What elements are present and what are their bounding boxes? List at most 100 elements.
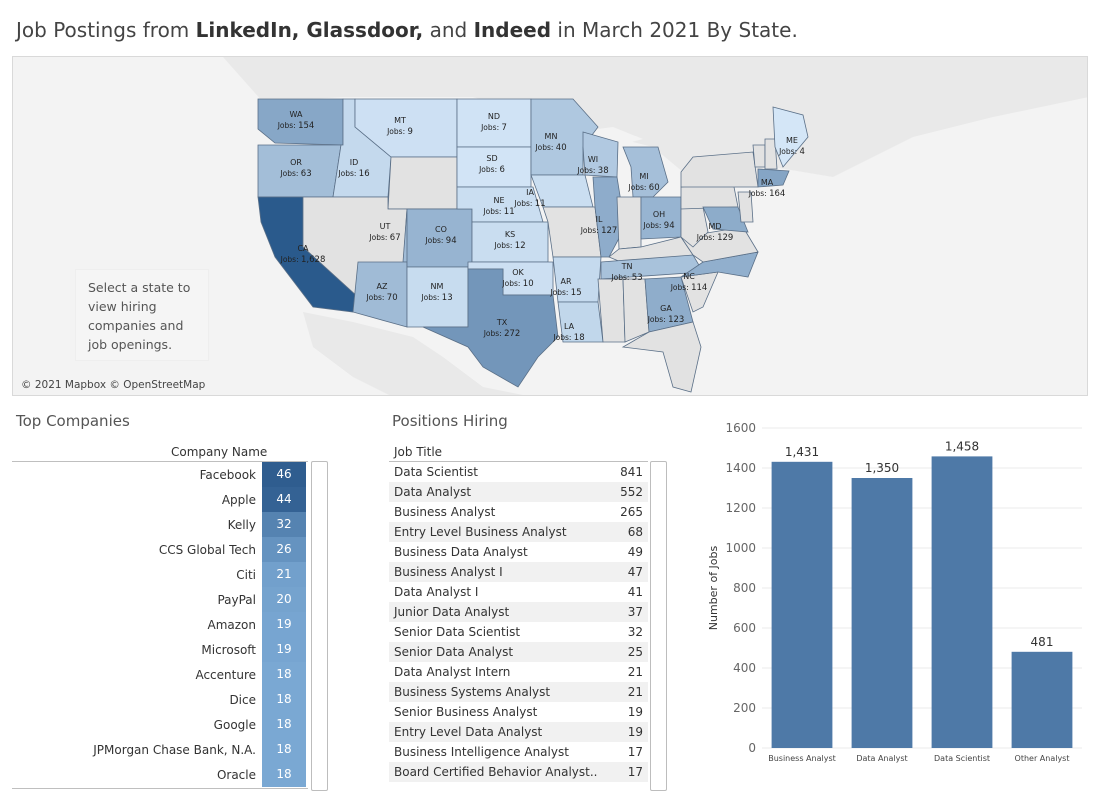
- company-job-count: 18: [262, 687, 306, 712]
- position-title: Business Analyst I: [394, 565, 503, 579]
- state-ny[interactable]: [680, 151, 759, 188]
- state-layer: WA Jobs: 154 OR Jobs: 63 CA Jobs: 1,628 ID Jobs…: [257, 98, 809, 393]
- position-count: 552: [620, 485, 643, 499]
- bar[interactable]: [851, 478, 913, 748]
- state-nj[interactable]: [737, 191, 754, 223]
- company-row[interactable]: Accenture 18: [12, 662, 308, 687]
- company-job-count: 18: [262, 737, 306, 762]
- state-ms[interactable]: [597, 278, 626, 343]
- position-row[interactable]: Business Analyst 265: [389, 502, 648, 522]
- position-count: 37: [627, 605, 643, 619]
- positions-scrollbar[interactable]: [650, 461, 667, 791]
- company-job-count: 44: [262, 487, 306, 512]
- state-jobs-ca: Jobs: 1,628: [280, 255, 326, 265]
- state-wy[interactable]: [387, 156, 458, 210]
- company-row[interactable]: Kelly 32: [12, 512, 308, 537]
- company-name-header[interactable]: Company Name: [171, 445, 268, 459]
- position-row[interactable]: Business Intelligence Analyst 17: [389, 742, 648, 762]
- company-name: Facebook: [199, 467, 256, 482]
- position-count: 19: [627, 725, 643, 739]
- y-tick-label: 1000: [725, 541, 756, 555]
- company-row[interactable]: Google 18: [12, 712, 308, 737]
- state-label-ca: CA: [297, 244, 309, 253]
- state-al[interactable]: [622, 278, 650, 343]
- position-row[interactable]: Senior Business Analyst 19: [389, 702, 648, 722]
- company-name: JPMorgan Chase Bank, N.A.: [93, 742, 256, 757]
- position-row[interactable]: Business Systems Analyst 21: [389, 682, 648, 702]
- state-vt[interactable]: [752, 144, 766, 168]
- state-label-or: OR: [290, 158, 302, 167]
- state-fl[interactable]: [621, 321, 702, 393]
- company-name: Citi: [236, 567, 256, 582]
- state-jobs-id: Jobs: 16: [337, 169, 369, 179]
- position-row[interactable]: Data Analyst Intern 21: [389, 662, 648, 682]
- position-row[interactable]: Senior Data Analyst 25: [389, 642, 648, 662]
- position-title: Data Analyst I: [394, 585, 479, 599]
- companies-scrollbar[interactable]: [311, 461, 328, 791]
- company-job-count: 19: [262, 637, 306, 662]
- position-count: 265: [620, 505, 643, 519]
- state-jobs-tx: Jobs: 272: [483, 329, 521, 339]
- company-row[interactable]: Apple 44: [12, 487, 308, 512]
- position-row[interactable]: Data Analyst I 41: [389, 582, 648, 602]
- state-tx[interactable]: [422, 268, 559, 388]
- state-label-nm: NM: [431, 282, 444, 291]
- company-row[interactable]: CCS Global Tech 26: [12, 537, 308, 562]
- company-name: Microsoft: [201, 642, 256, 657]
- state-jobs-ma: Jobs: 164: [748, 189, 786, 199]
- state-jobs-ks: Jobs: 12: [493, 241, 525, 251]
- position-count: 841: [620, 465, 643, 479]
- map-hint: Select a state to view hiring companies …: [75, 269, 209, 361]
- state-nh[interactable]: [764, 138, 778, 170]
- position-row[interactable]: Data Analyst 552: [389, 482, 648, 502]
- dashboard-title: Job Postings from LinkedIn, Glassdoor, a…: [16, 18, 798, 42]
- company-row[interactable]: Facebook 46: [12, 462, 308, 487]
- state-me[interactable]: [772, 106, 809, 168]
- company-row[interactable]: Dice 18: [12, 687, 308, 712]
- state-ma[interactable]: [757, 168, 790, 188]
- state-wi[interactable]: [582, 131, 619, 178]
- position-row[interactable]: Entry Level Business Analyst 68: [389, 522, 648, 542]
- company-job-count: 32: [262, 512, 306, 537]
- position-row[interactable]: Junior Data Analyst 37: [389, 602, 648, 622]
- position-row[interactable]: Business Data Analyst 49: [389, 542, 648, 562]
- bar-value-label: 1,431: [785, 445, 819, 459]
- company-row[interactable]: PayPal 20: [12, 587, 308, 612]
- position-row[interactable]: Business Analyst I 47: [389, 562, 648, 582]
- state-md[interactable]: [702, 206, 749, 233]
- state-jobs-sd: Jobs: 6: [478, 165, 505, 175]
- position-row[interactable]: Board Certified Behavior Analyst.. 17: [389, 762, 648, 782]
- position-count: 17: [627, 765, 643, 779]
- company-row[interactable]: Oracle 18: [12, 762, 308, 787]
- company-row[interactable]: Citi 21: [12, 562, 308, 587]
- company-row[interactable]: Microsoft 19: [12, 637, 308, 662]
- position-count: 21: [627, 665, 643, 679]
- company-row[interactable]: JPMorgan Chase Bank, N.A. 18: [12, 737, 308, 762]
- state-label-ne: NE: [493, 196, 504, 205]
- state-jobs-ok: Jobs: 10: [501, 279, 533, 289]
- state-jobs-mi: Jobs: 60: [627, 183, 659, 193]
- us-state-map[interactable]: WA Jobs: 154 OR Jobs: 63 CA Jobs: 1,628 ID Jobs…: [12, 56, 1088, 396]
- bar[interactable]: [1011, 651, 1073, 748]
- position-count: 47: [627, 565, 643, 579]
- state-in[interactable]: [616, 196, 642, 250]
- state-label-oh: OH: [653, 210, 665, 219]
- company-row[interactable]: Amazon 19: [12, 612, 308, 637]
- job-title-header[interactable]: Job Title: [394, 445, 443, 459]
- jobs-by-category-chart: 0 200 400 600 800 1000 1200 1400 1600 Number of J…: [707, 421, 1082, 763]
- state-wa[interactable]: [257, 98, 344, 146]
- position-row[interactable]: Data Scientist 841: [389, 462, 648, 482]
- position-row[interactable]: Senior Data Scientist 32: [389, 622, 648, 642]
- bar[interactable]: [931, 456, 993, 748]
- x-tick-label: Business Analyst: [768, 754, 836, 763]
- positions-table: Data Scientist 841 Data Analyst 552 Business…: [389, 461, 648, 782]
- company-name: Accenture: [195, 667, 256, 682]
- state-jobs-ut: Jobs: 67: [368, 233, 400, 243]
- position-row[interactable]: Entry Level Data Analyst 19: [389, 722, 648, 742]
- state-jobs-il: Jobs: 127: [580, 226, 618, 236]
- companies-table: Facebook 46 Apple 44 Kelly 32 CCS Global Tech 2…: [12, 461, 308, 787]
- bar-value-label: 1,458: [945, 439, 979, 453]
- state-label-co: CO: [435, 225, 447, 234]
- state-jobs-nc: Jobs: 114: [670, 283, 708, 293]
- bar[interactable]: [771, 461, 833, 748]
